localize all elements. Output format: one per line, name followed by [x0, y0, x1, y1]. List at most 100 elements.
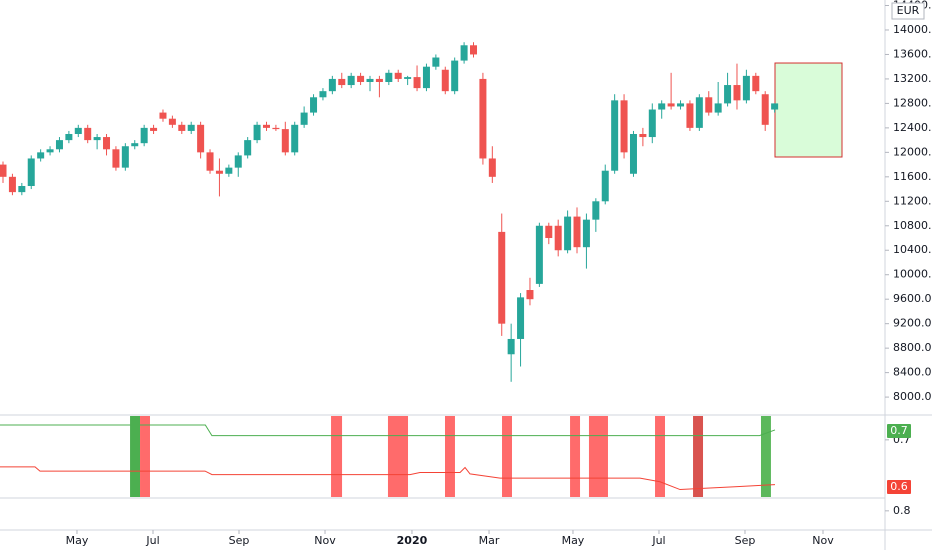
y-tick-label: 12800.0	[893, 96, 932, 109]
candle-body	[0, 164, 7, 177]
y-tick-label: 13600.0	[893, 47, 932, 60]
y-tick-label: 10800.0	[893, 219, 932, 232]
candle-body	[178, 124, 186, 131]
candle-body	[460, 45, 468, 61]
candle-body	[432, 57, 440, 67]
candle-body	[404, 77, 412, 79]
candle-body	[639, 133, 647, 138]
candle-body	[140, 127, 148, 144]
candle-body	[244, 140, 252, 156]
candle-body	[8, 176, 16, 193]
x-tick-label: May	[562, 534, 585, 547]
candle-body	[262, 124, 270, 128]
candle-body	[582, 219, 590, 248]
indicator-line	[0, 424, 776, 437]
candle-body	[385, 72, 393, 82]
candle-body	[724, 85, 732, 104]
candle-body	[131, 143, 139, 147]
currency-box	[891, 2, 925, 20]
candle-body	[197, 124, 205, 153]
y-tick-label: 8000.0	[893, 390, 932, 403]
y-tick-label: 9600.0	[893, 292, 932, 305]
candle-body	[620, 100, 628, 153]
candle-body	[441, 69, 449, 92]
candle-body	[206, 152, 214, 171]
candle-body	[470, 45, 478, 55]
indicator-tag: 0.6	[890, 480, 908, 493]
target-box	[774, 62, 843, 158]
y-tick-label: 10000.0	[893, 268, 932, 281]
candle-body	[554, 225, 562, 251]
candle-body	[93, 137, 101, 141]
candle-body	[498, 231, 506, 324]
candle-body	[74, 127, 82, 134]
candle-body	[55, 140, 63, 150]
signal-bar	[444, 416, 455, 497]
candle-body	[225, 167, 233, 174]
candle-body	[413, 77, 421, 89]
candle-body	[422, 66, 430, 89]
candle-body	[281, 129, 289, 153]
candle-body	[667, 103, 675, 107]
candle-body	[564, 216, 572, 251]
candle-body	[27, 158, 35, 187]
y-tick-label: 9200.0	[893, 317, 932, 330]
x-tick-label: May	[66, 534, 89, 547]
candle-body	[366, 78, 374, 82]
candle-body	[695, 97, 703, 128]
candle-body	[705, 97, 713, 113]
indicator-tag-box	[887, 480, 911, 494]
candle-body	[18, 186, 26, 193]
candle-body	[215, 170, 223, 174]
candle-body	[300, 112, 308, 125]
indicator-tag: 0.7	[890, 424, 908, 437]
candle-body	[187, 124, 195, 131]
indicator-tag-box	[887, 424, 911, 438]
candle-body	[526, 290, 534, 300]
candle-body	[394, 72, 402, 79]
candle-body	[686, 103, 694, 128]
x-tick-label: Jul	[145, 534, 159, 547]
candle-body	[168, 118, 176, 125]
candle-body	[545, 225, 553, 239]
candle-body	[112, 149, 120, 168]
x-tick-label: 2020	[397, 534, 428, 547]
y-tick-label: 13200.0	[893, 72, 932, 85]
candle-body	[535, 225, 543, 284]
signal-bar	[140, 416, 150, 497]
candle-body	[272, 127, 280, 130]
candle-body	[328, 78, 336, 92]
y-tick-label: 14000.0	[893, 23, 932, 36]
y-tick-label: 8800.0	[893, 341, 932, 354]
candle-body	[159, 112, 167, 119]
currency-label: EUR	[897, 4, 920, 17]
y-tick-label: 12400.0	[893, 121, 932, 134]
candle-body	[121, 146, 129, 168]
candle-body	[573, 216, 581, 248]
candle-body	[357, 75, 365, 82]
y-tick-label: 11200.0	[893, 194, 932, 207]
signal-bar	[387, 416, 409, 497]
signal-bar	[130, 416, 141, 497]
signal-bar	[760, 416, 771, 497]
signal-bar	[588, 416, 608, 497]
candle-body	[46, 149, 54, 153]
indicator-tick-label: 0.8	[893, 504, 911, 517]
candle-body	[103, 137, 111, 150]
candle-body	[37, 152, 45, 159]
candle-body	[310, 97, 318, 113]
signal-bar	[655, 416, 665, 497]
candle-body	[658, 103, 666, 110]
candle-body	[451, 60, 459, 92]
candle-body	[629, 133, 637, 174]
candle-body	[234, 155, 242, 168]
x-tick-label: Nov	[812, 534, 834, 547]
candle-body	[592, 201, 600, 220]
candle-body	[488, 158, 496, 177]
signal-bar	[693, 416, 704, 497]
x-tick-label: Jul	[651, 534, 665, 547]
y-tick-label: 10400.0	[893, 243, 932, 256]
x-tick-label: Sep	[229, 534, 250, 547]
candle-body	[253, 124, 261, 141]
